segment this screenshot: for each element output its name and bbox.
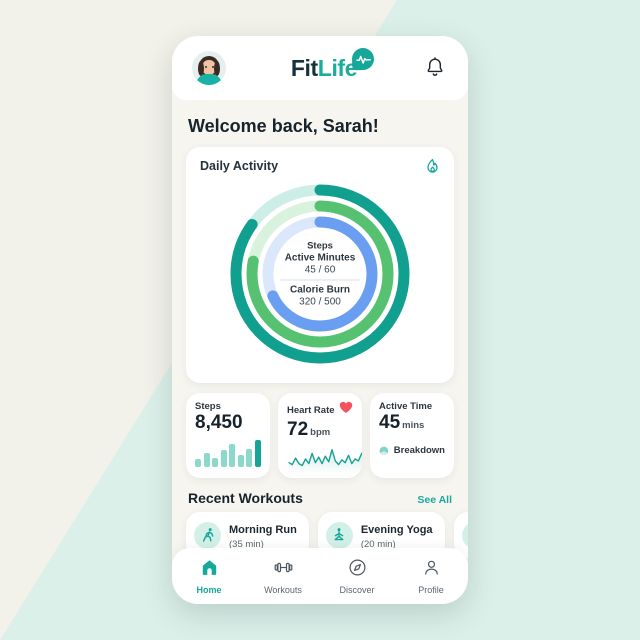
nav-item-home[interactable]: Home bbox=[172, 558, 246, 595]
bottom-navigation: Home Workouts bbox=[172, 548, 468, 604]
nav-label-discover: Discover bbox=[339, 584, 375, 595]
activity-rings-chart: Steps Active Minutes 45 / 60 Calorie Bur… bbox=[225, 179, 415, 369]
daily-activity-title: Daily Activity bbox=[200, 159, 279, 173]
stat-active-time-label: Active Time bbox=[379, 401, 433, 412]
daily-activity-card: Daily Activity bbox=[186, 147, 454, 383]
heart-rate-line-chart bbox=[288, 448, 362, 474]
ring-label-steps: Steps bbox=[307, 240, 333, 252]
avatar-shirt bbox=[196, 74, 222, 85]
workout-duration: (35 min) bbox=[229, 539, 264, 550]
ring-arc-calorie-burn bbox=[262, 216, 378, 332]
rings-center-labels: Steps Active Minutes 45 / 60 Calorie Bur… bbox=[268, 241, 372, 308]
steps-bar bbox=[220, 449, 227, 467]
workout-text-evening-yoga: Evening Yoga (20 min) bbox=[361, 520, 433, 550]
pie-chart-icon bbox=[379, 446, 389, 456]
stat-hr-number: 72 bbox=[287, 419, 309, 440]
steps-bar bbox=[254, 439, 261, 467]
dumbbell-icon bbox=[274, 558, 293, 582]
avatar-face bbox=[202, 60, 216, 75]
workout-text-morning-run: Morning Run (35 min) bbox=[229, 520, 297, 550]
nav-item-discover[interactable]: Discover bbox=[320, 558, 394, 595]
nav-item-profile[interactable]: Profile bbox=[394, 558, 468, 595]
stat-card-heart-rate[interactable]: Heart Rate 72 bpm bbox=[278, 393, 362, 478]
steps-bar bbox=[246, 448, 252, 467]
app-logo: Fit Life bbox=[290, 47, 375, 82]
logo-text-fit: Fit bbox=[290, 54, 318, 81]
stat-heart-rate-label: Heart Rate bbox=[287, 404, 335, 416]
avatar[interactable] bbox=[192, 51, 226, 85]
app-header: Fit Life bbox=[172, 36, 468, 100]
breakdown-label: Breakdown bbox=[393, 445, 445, 457]
stat-at-head: Active Time bbox=[379, 401, 445, 412]
steps-bar bbox=[212, 457, 218, 467]
yoga-icon bbox=[325, 521, 353, 549]
nav-label-profile: Profile bbox=[418, 584, 444, 595]
avatar-eye-left bbox=[205, 66, 207, 68]
ring-label-calorie-burn: Calorie Burn bbox=[289, 284, 350, 296]
logo-text-life: Life bbox=[317, 54, 358, 81]
stat-cards-row: Steps 8,450 Heart Rate bbox=[186, 393, 454, 478]
nav-item-workouts[interactable]: Workouts bbox=[246, 558, 320, 595]
avatar-eye-right bbox=[212, 66, 214, 68]
ring-center-divider bbox=[280, 279, 360, 281]
recent-workouts-title: Recent Workouts bbox=[188, 490, 303, 506]
stat-card-steps[interactable]: Steps 8,450 bbox=[186, 393, 270, 478]
stat-active-time-value: 45 mins bbox=[379, 413, 445, 433]
avatar-hair-right bbox=[214, 61, 220, 76]
nav-label-workouts: Workouts bbox=[264, 584, 302, 595]
page-title: Welcome back, Sarah! bbox=[188, 116, 379, 136]
heart-icon bbox=[339, 401, 353, 419]
ring-label-active-minutes: Active Minutes bbox=[284, 252, 356, 264]
stat-at-unit: mins bbox=[402, 420, 425, 431]
flame-icon[interactable] bbox=[424, 158, 441, 183]
running-icon bbox=[194, 521, 221, 549]
rings-svg bbox=[230, 184, 410, 364]
steps-bar bbox=[203, 452, 210, 467]
phone-mockup: Fit Life Welcome back, Sarah! bbox=[172, 36, 468, 604]
ring-value-calorie-burn: 320 / 500 bbox=[299, 296, 341, 308]
notification-bell-icon[interactable] bbox=[422, 55, 448, 81]
stat-at-number: 45 bbox=[379, 412, 401, 433]
home-icon bbox=[200, 558, 219, 582]
stat-steps-value: 8,450 bbox=[195, 412, 243, 433]
workout-duration: (20 min) bbox=[360, 539, 396, 550]
workout-name: Evening Yoga bbox=[360, 524, 433, 536]
stat-steps-head: Steps bbox=[195, 401, 261, 412]
avatar-hair-left bbox=[198, 61, 204, 76]
dumbbell-icon bbox=[461, 521, 468, 549]
stat-steps-label: Steps bbox=[195, 401, 221, 412]
recent-workouts-header: Recent Workouts See All bbox=[188, 490, 452, 506]
person-icon bbox=[422, 558, 441, 582]
stat-hr-unit: bpm bbox=[310, 427, 331, 438]
compass-icon bbox=[348, 558, 367, 582]
workout-name: Morning Run bbox=[229, 524, 297, 536]
steps-bar bbox=[237, 454, 244, 467]
nav-label-home: Home bbox=[196, 584, 222, 595]
app-screen: Welcome back, Sarah! Daily Activity bbox=[172, 100, 468, 604]
breakdown-row[interactable]: Breakdown bbox=[379, 443, 445, 459]
ring-value-active-minutes: 45 / 60 bbox=[304, 264, 336, 276]
ring-arc-steps bbox=[230, 184, 410, 364]
workout-card-partial[interactable]: B (2 bbox=[453, 512, 468, 558]
steps-bar-chart bbox=[195, 439, 261, 467]
steps-bar bbox=[195, 458, 201, 467]
see-all-link[interactable]: See All bbox=[417, 494, 452, 506]
stat-hr-head: Heart Rate bbox=[287, 401, 353, 419]
ring-arc-active-minutes bbox=[246, 200, 394, 348]
stat-heart-rate-value: 72 bpm bbox=[287, 420, 353, 440]
steps-bar bbox=[229, 443, 235, 467]
heartbeat-pulse-icon bbox=[351, 47, 375, 70]
stat-card-active-time[interactable]: Active Time 45 mins Breakdown bbox=[370, 393, 454, 478]
